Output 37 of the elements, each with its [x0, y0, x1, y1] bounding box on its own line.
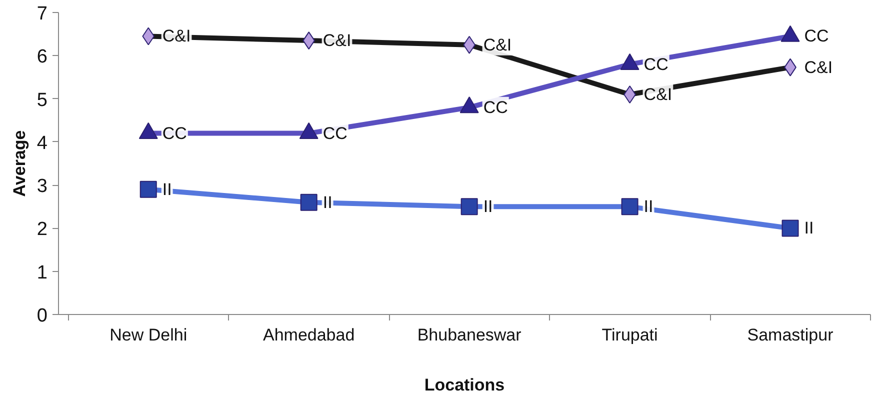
series-label: C&I: [322, 31, 352, 50]
y-tick-label: 0: [36, 306, 48, 326]
y-tick-label: 5: [36, 90, 48, 111]
point: [302, 32, 316, 50]
text: C&I: [483, 35, 512, 54]
y-tick-label: 4: [36, 132, 48, 154]
x-axis-title: Locations: [424, 376, 505, 394]
y-tick-label: 7: [36, 4, 48, 24]
y-tick-label: 1: [36, 262, 48, 284]
x-tick-label: Tirupati: [602, 326, 658, 344]
x-tick-label: New Delhi: [110, 326, 188, 344]
point: [460, 198, 478, 216]
point: [621, 198, 638, 216]
series-label: CC: [162, 124, 187, 143]
text: II: [162, 180, 172, 199]
x-tick-label: Ahmedabad: [263, 326, 355, 344]
text: CC: [804, 26, 829, 46]
text: II: [322, 192, 332, 212]
text: CC: [483, 98, 508, 117]
series-label: II: [483, 197, 493, 216]
y-tick-label: 2: [36, 219, 48, 240]
text: C&I: [644, 84, 672, 104]
point: [140, 180, 157, 198]
text: C&I: [804, 58, 833, 77]
text: CC: [322, 124, 348, 143]
text: II: [804, 218, 814, 238]
y-axis-title: Average: [10, 130, 29, 197]
text: C&I: [162, 26, 191, 46]
text: II: [644, 197, 654, 216]
y-tick-label: 3: [36, 176, 48, 198]
x-tick-label: Bhubaneswar: [417, 326, 522, 344]
point: [142, 27, 155, 46]
x-tick-label: Samastipur: [747, 326, 834, 344]
y-tick-label: 6: [36, 46, 48, 68]
point: [300, 194, 318, 211]
point: [782, 220, 799, 237]
text: CC: [644, 54, 668, 74]
